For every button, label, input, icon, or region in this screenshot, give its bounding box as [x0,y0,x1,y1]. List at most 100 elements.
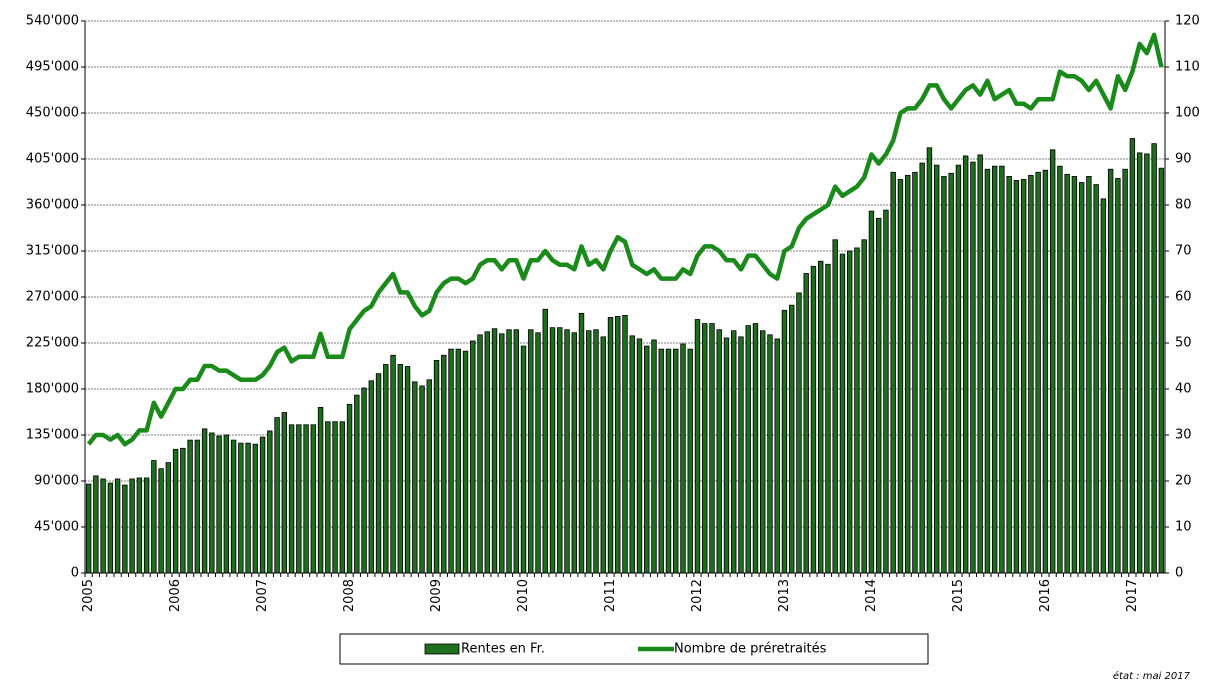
x-tick-label: 2005 [81,579,96,612]
bar [1028,174,1034,574]
bar [412,381,418,574]
bar [267,430,273,574]
y2-tick-label: 100 [1175,106,1200,121]
bar [1158,167,1165,574]
bar [361,387,367,574]
line [86,32,1164,447]
bar [803,273,809,574]
y-tick-label: 180'000 [26,382,79,397]
y-tick-label: 0 [71,566,79,581]
bar [919,162,925,574]
bar [673,348,679,574]
bar [187,439,193,574]
bar [397,364,404,574]
bar [107,482,114,574]
bar [470,340,476,574]
bar [1144,153,1150,574]
bar [172,448,179,574]
bar [904,174,911,574]
x-tick-label: 2016 [1038,579,1053,612]
bar [252,443,259,574]
bar [658,348,664,574]
bar [890,171,896,574]
y-tick-label: 225'000 [26,336,79,351]
y-tick-label: 135'000 [26,428,79,443]
bar [977,154,983,574]
bar [1086,175,1092,574]
bar [738,336,744,574]
y2-tick-label: 60 [1175,290,1192,305]
y2-tick-label: 20 [1175,474,1192,489]
bar [419,385,425,574]
y-tick-label: 315'000 [26,244,79,259]
x-tick-label: 2009 [429,579,444,612]
bar [1057,165,1063,574]
bar [600,336,606,574]
bar [723,337,730,574]
bar [629,335,635,574]
x-tick-label: 2015 [951,579,966,612]
bar [462,350,469,574]
bar [970,161,976,574]
bar [767,334,773,574]
bar [709,323,715,574]
bar [948,172,954,574]
bar [781,309,788,574]
bar [513,329,519,574]
bar [281,412,288,574]
bar [1049,149,1056,574]
bar [955,164,962,574]
bar [760,330,766,574]
bar [694,319,701,574]
bar [1115,178,1121,574]
bar [346,403,353,574]
bar [528,329,534,574]
bar [586,330,592,574]
bar [1100,198,1107,574]
x-tick-label: 2014 [864,579,879,612]
bar [303,424,309,574]
bar [1013,180,1020,574]
y-tick-label: 540'000 [26,14,79,29]
y-tick-label: 90'000 [34,474,79,489]
y-tick-label: 405'000 [26,152,79,167]
bar [542,308,548,574]
bar [731,330,737,574]
legend-label: Rentes en Fr. [461,642,545,657]
bar [1129,138,1136,574]
bar [564,329,570,574]
bar [194,439,201,574]
bar [1006,175,1012,574]
annotation: état : mai 2017 [1113,670,1191,682]
y2-tick-label: 10 [1175,520,1192,535]
bar [317,406,324,574]
bar [651,339,657,574]
bar [832,239,838,574]
bar [520,345,527,574]
bar [441,354,447,574]
bar [1042,169,1049,574]
x-tick-label: 2012 [690,579,705,612]
bar [774,338,780,574]
bar [1151,143,1157,574]
bar [368,380,375,574]
bar [999,165,1005,574]
x-tick-label: 2008 [342,579,357,612]
bar [100,478,106,574]
bar [796,292,802,574]
y-tick-label: 270'000 [26,290,79,305]
bar [883,209,889,574]
bar [745,325,751,574]
bar [984,168,991,574]
bar [143,477,150,574]
bar [209,432,215,574]
bar [818,260,824,574]
bar [571,332,577,574]
bar [622,314,628,574]
bar [1078,182,1085,574]
y2-tick-label: 40 [1175,382,1192,397]
bar [245,442,251,574]
y2-tick-label: 90 [1175,152,1192,167]
bar [332,421,338,574]
